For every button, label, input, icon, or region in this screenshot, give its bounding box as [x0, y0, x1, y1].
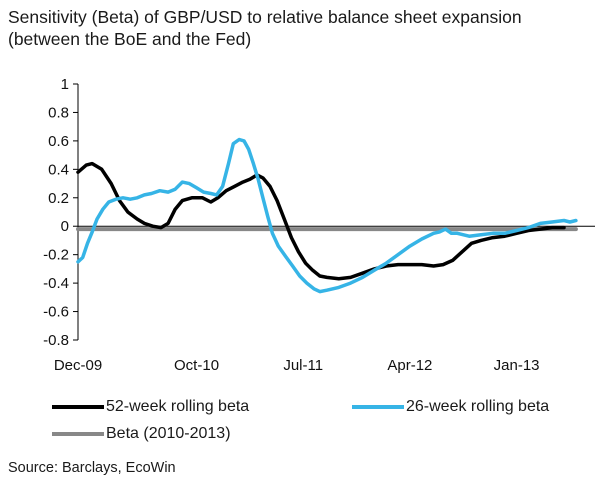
y-tick-label: 1: [61, 76, 69, 93]
x-tick-label: Dec-09: [54, 357, 102, 374]
source-note: Source: Barclays, EcoWin: [8, 460, 176, 476]
legend-label-52-week: 52-week rolling beta: [106, 398, 250, 415]
legend-item-26-week: 26-week rolling beta: [352, 398, 549, 416]
y-tick-label: 0: [61, 218, 69, 235]
x-tick-label: Jan-13: [494, 357, 540, 374]
legend-item-52-week: 52-week rolling beta: [52, 398, 249, 416]
y-tick-label: -0.4: [43, 275, 69, 292]
chart-subtitle: (between the BoE and the Fed): [8, 29, 252, 49]
series-line-52-week-rolling-beta: [76, 161, 566, 281]
legend-swatch-52-week: [52, 404, 104, 409]
x-axis: Dec-09 Oct-10 Jul-11 Apr-12 Jan-13: [54, 225, 595, 374]
x-tick-label: Oct-10: [174, 357, 219, 374]
y-tick-label: 0.2: [48, 190, 69, 207]
y-tick-label: -0.8: [43, 332, 69, 349]
x-tick-label: Jul-11: [283, 357, 323, 374]
legend-label-beta-2010-2013: Beta (2010-2013): [106, 425, 231, 442]
legend-item-beta-2010-2013: Beta (2010-2013): [52, 425, 231, 443]
y-axis: 1 0.8 0.6 0.4 0.2 0 -0.2 -0.4 -0.6 -0.8: [43, 76, 79, 349]
series-line-26-week-rolling-beta: [76, 137, 578, 294]
chart-title: Sensitivity (Beta) of GBP/USD to relativ…: [8, 7, 522, 27]
y-tick-label: 0.4: [48, 161, 69, 178]
y-tick-label: -0.6: [43, 304, 69, 321]
legend-label-26-week: 26-week rolling beta: [406, 398, 550, 415]
y-tick-label: -0.2: [43, 247, 69, 264]
x-tick-label: Apr-12: [387, 357, 432, 374]
chart-title-block: Sensitivity (Beta) of GBP/USD to relativ…: [8, 6, 608, 50]
legend-swatch-26-week: [352, 404, 404, 409]
legend-swatch-beta-2010-2013: [52, 431, 104, 436]
y-tick-label: 0.6: [48, 133, 69, 150]
y-tick-label: 0.8: [48, 104, 69, 121]
series-layer: [76, 137, 578, 294]
line-chart: 1 0.8 0.6 0.4 0.2 0 -0.2 -0.4 -0.6 -0.8 Dec-09 Oct…: [43, 76, 595, 374]
